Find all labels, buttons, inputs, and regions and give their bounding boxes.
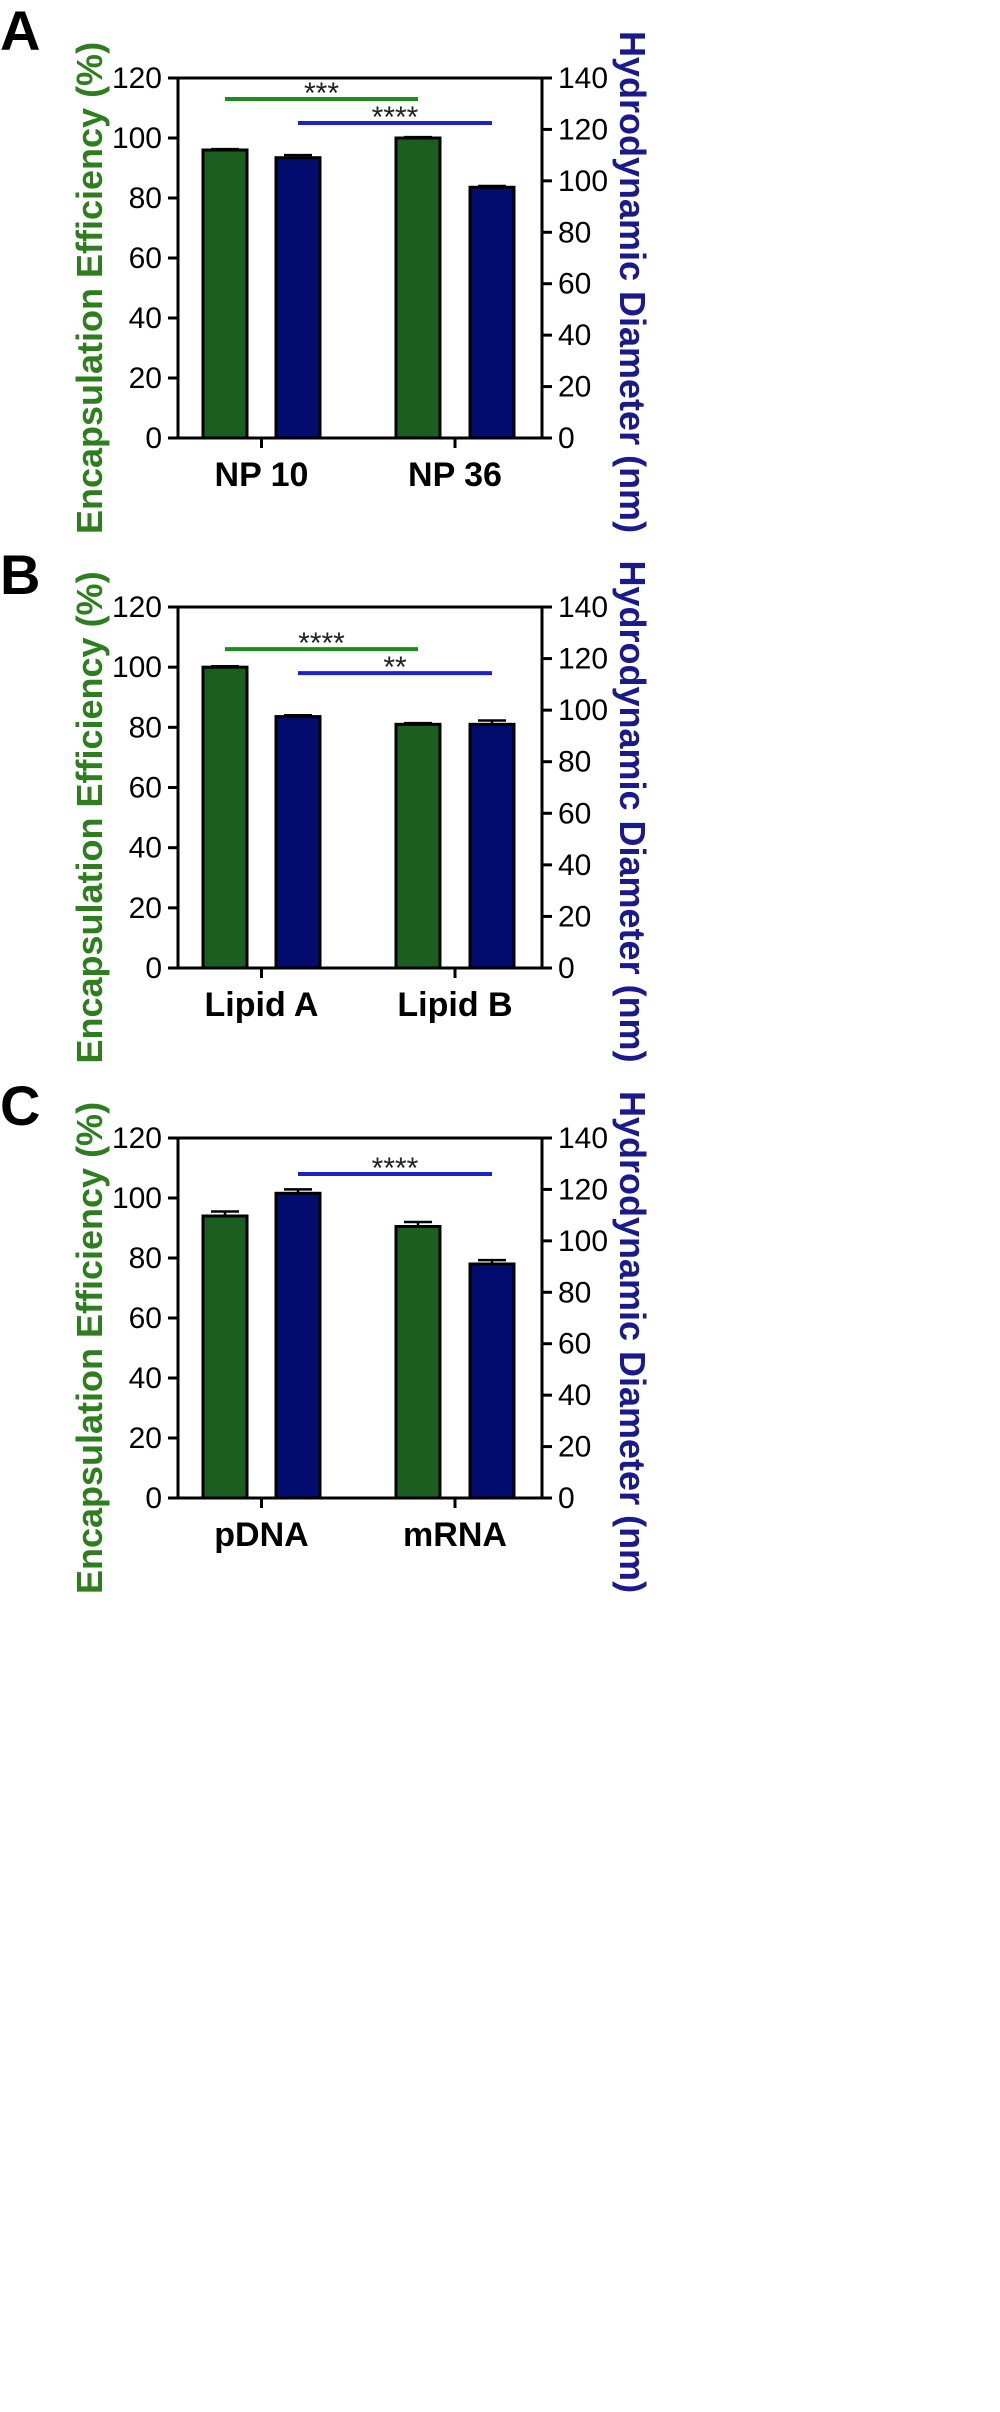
bar-encapsulation-efficiency <box>201 148 249 440</box>
right-tick-label: 20 <box>558 371 591 404</box>
left-tick-label: 120 <box>112 1122 162 1155</box>
left-tick-label: 40 <box>129 832 162 865</box>
left-tick-label: 100 <box>112 1182 162 1215</box>
left-tick-label: 40 <box>129 302 162 335</box>
category-label: Lipid B <box>397 986 512 1024</box>
category-label: pDNA <box>214 1516 308 1554</box>
left-tick-label: 60 <box>129 1302 162 1335</box>
significance-label: ** <box>383 651 407 684</box>
right-tick-label: 120 <box>558 1173 608 1206</box>
right-tick-label: 60 <box>558 797 591 830</box>
right-tick-label: 40 <box>558 849 591 882</box>
left-tick-label: 60 <box>129 242 162 275</box>
right-tick-label: 60 <box>558 268 591 301</box>
right-tick-label: 80 <box>558 746 591 779</box>
bar-encapsulation-efficiency <box>201 665 249 970</box>
left-tick-label: 0 <box>145 1482 162 1515</box>
left-tick-label: 100 <box>112 122 162 155</box>
right-tick-label: 80 <box>558 1276 591 1309</box>
right-tick-label: 100 <box>558 165 608 198</box>
right-tick-label: 60 <box>558 1328 591 1361</box>
right-tick-label: 100 <box>558 1225 608 1258</box>
right-tick-label: 20 <box>558 1431 591 1464</box>
bar-encapsulation-efficiency <box>394 1225 442 1500</box>
right-tick-label: 100 <box>558 694 608 727</box>
bar-hydrodynamic-diameter <box>274 715 322 970</box>
category-label: NP 10 <box>215 456 309 494</box>
right-tick-label: 0 <box>558 952 575 985</box>
right-tick-label: 0 <box>558 1482 575 1515</box>
left-axis-title: Encapsulation Efficiency (%) <box>69 42 110 534</box>
left-tick-label: 40 <box>129 1362 162 1395</box>
bar-hydrodynamic-diameter <box>468 722 516 970</box>
bar-hydrodynamic-diameter <box>274 1191 322 1500</box>
right-axis-title: Hydrodynamic Diameter (nm) <box>612 1091 653 1593</box>
bar-encapsulation-efficiency <box>394 136 442 440</box>
bar-hydrodynamic-diameter <box>274 156 322 440</box>
right-tick-label: 140 <box>558 591 608 624</box>
right-tick-label: 40 <box>558 1379 591 1412</box>
right-tick-label: 20 <box>558 900 591 933</box>
bar-hydrodynamic-diameter <box>468 1262 516 1500</box>
right-tick-label: 140 <box>558 1122 608 1155</box>
left-tick-label: 120 <box>112 62 162 95</box>
bar-encapsulation-efficiency <box>394 722 442 970</box>
left-tick-label: 80 <box>129 182 162 215</box>
right-axis-title: Hydrodynamic Diameter (nm) <box>612 560 653 1062</box>
left-tick-label: 20 <box>129 362 162 395</box>
left-axis-title: Encapsulation Efficiency (%) <box>69 1102 110 1594</box>
left-tick-label: 20 <box>129 892 162 925</box>
bar-encapsulation-efficiency <box>201 1214 249 1500</box>
bar-hydrodynamic-diameter <box>468 185 516 440</box>
category-label: Lipid A <box>205 986 319 1024</box>
panel-label: C <box>0 1074 40 1137</box>
category-label: mRNA <box>403 1516 507 1554</box>
left-tick-label: 60 <box>129 772 162 805</box>
category-label: NP 36 <box>408 456 502 494</box>
panel-label: A <box>0 0 40 62</box>
right-tick-label: 0 <box>558 422 575 455</box>
left-tick-label: 120 <box>112 591 162 624</box>
left-tick-label: 0 <box>145 422 162 455</box>
significance-label: *** <box>304 77 339 110</box>
left-tick-label: 20 <box>129 1422 162 1455</box>
significance-label: **** <box>298 627 345 660</box>
left-axis-title: Encapsulation Efficiency (%) <box>69 571 110 1063</box>
right-tick-label: 40 <box>558 319 591 352</box>
right-tick-label: 80 <box>558 216 591 249</box>
right-tick-label: 140 <box>558 62 608 95</box>
significance-label: **** <box>372 101 419 134</box>
right-axis-title: Hydrodynamic Diameter (nm) <box>612 31 653 533</box>
left-tick-label: 0 <box>145 952 162 985</box>
left-tick-label: 80 <box>129 711 162 744</box>
left-tick-label: 100 <box>112 651 162 684</box>
right-tick-label: 120 <box>558 643 608 676</box>
significance-label: **** <box>372 1152 419 1185</box>
right-tick-label: 120 <box>558 113 608 146</box>
panel-label: B <box>0 543 40 606</box>
left-tick-label: 80 <box>129 1242 162 1275</box>
